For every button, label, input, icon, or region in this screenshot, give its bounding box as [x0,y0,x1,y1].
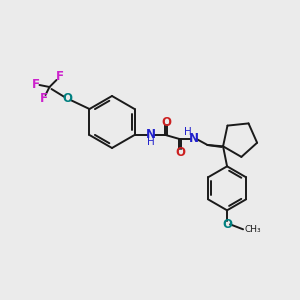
Text: F: F [40,92,47,106]
Text: H: H [184,127,191,137]
Text: N: N [146,128,155,140]
Text: F: F [32,79,40,92]
Text: O: O [161,116,172,128]
Text: O: O [222,218,232,231]
Text: F: F [56,70,64,83]
Text: O: O [62,92,73,106]
Text: O: O [176,146,185,158]
Text: H: H [147,137,154,147]
Text: CH₃: CH₃ [244,225,261,234]
Text: N: N [188,131,199,145]
